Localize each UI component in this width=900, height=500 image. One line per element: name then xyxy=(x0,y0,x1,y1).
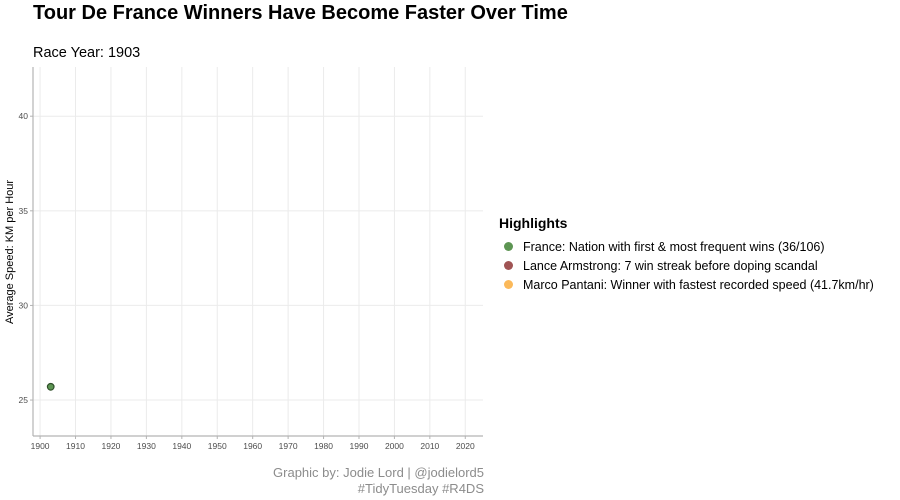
x-tick-label: 1990 xyxy=(350,441,369,451)
legend-label: France: Nation with first & most frequen… xyxy=(523,239,825,254)
x-tick-label: 2000 xyxy=(385,441,404,451)
y-tick-label: 35 xyxy=(19,206,29,216)
legend-swatch-icon xyxy=(504,242,513,251)
legend-title: Highlights xyxy=(499,215,568,231)
x-tick-label: 1940 xyxy=(172,441,191,451)
legend-label: Marco Pantani: Winner with fastest recor… xyxy=(523,277,874,292)
caption-credit: Graphic by: Jodie Lord | @jodielord5 xyxy=(273,465,484,480)
legend-item-france: France: Nation with first & most frequen… xyxy=(499,237,874,256)
data-points xyxy=(46,382,55,391)
caption-hashtags: #TidyTuesday #R4DS xyxy=(357,481,484,496)
y-tick-label: 30 xyxy=(19,300,29,310)
y-tick-label: 25 xyxy=(19,395,29,405)
x-tick-label: 2020 xyxy=(456,441,475,451)
legend-swatch-icon xyxy=(504,261,513,270)
x-tick-label: 1960 xyxy=(243,441,262,451)
x-tick-label: 1900 xyxy=(31,441,50,451)
axes xyxy=(30,67,483,439)
x-tick-label: 1910 xyxy=(66,441,85,451)
caption: Graphic by: Jodie Lord | @jodielord5 #Ti… xyxy=(273,465,484,497)
data-point xyxy=(46,382,55,391)
x-tick-label: 1950 xyxy=(208,441,227,451)
x-tick-label: 1970 xyxy=(279,441,298,451)
x-tick-label: 1920 xyxy=(101,441,120,451)
gridlines xyxy=(33,67,483,436)
chart-title: Tour De France Winners Have Become Faste… xyxy=(33,2,568,24)
legend: Highlights France: Nation with first & m… xyxy=(499,215,874,294)
legend-swatch-icon xyxy=(504,280,513,289)
x-tick-label: 1980 xyxy=(314,441,333,451)
y-axis-title: Average Speed: KM per Hour xyxy=(4,180,16,324)
tick-labels: 1900 1910 1920 1930 1940 1950 1960 1970 1980 1990… xyxy=(19,111,475,451)
chart-subtitle: Race Year: 1903 xyxy=(33,45,141,61)
legend-label: Lance Armstrong: 7 win streak before dop… xyxy=(523,258,818,273)
y-tick-label: 40 xyxy=(19,111,29,121)
legend-item-armstrong: Lance Armstrong: 7 win streak before dop… xyxy=(499,256,874,275)
legend-item-pantani: Marco Pantani: Winner with fastest recor… xyxy=(499,275,874,294)
x-tick-label: 2010 xyxy=(420,441,439,451)
x-tick-label: 1930 xyxy=(137,441,156,451)
